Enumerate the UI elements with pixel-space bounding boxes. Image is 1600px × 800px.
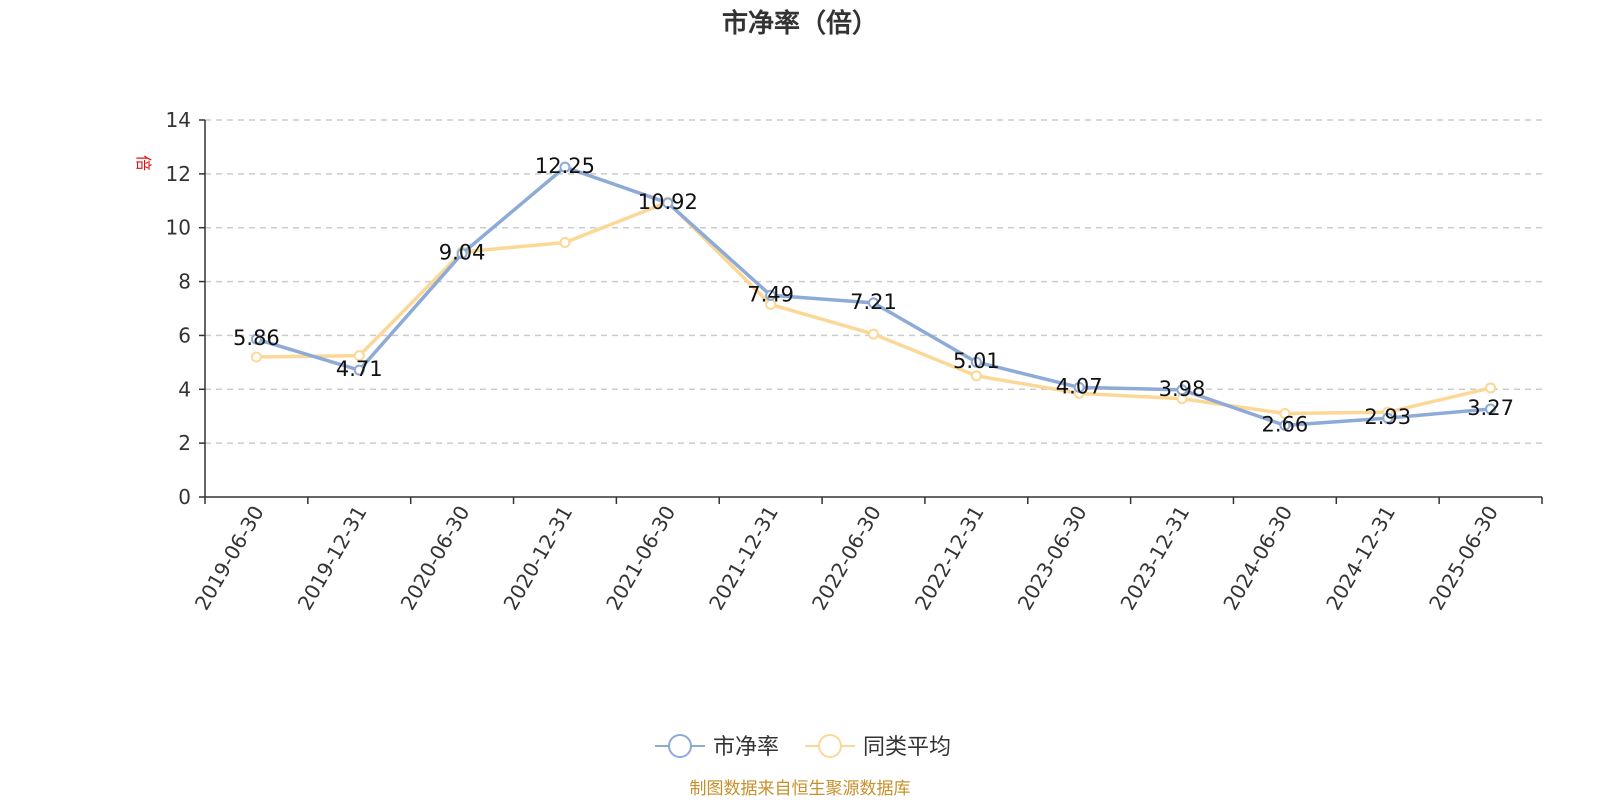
x-tick-label: 2022-12-31 (910, 502, 989, 615)
grid-lines (205, 119, 1542, 444)
y-tick-label: 0 (178, 485, 191, 509)
x-tick-label: 2024-12-31 (1321, 502, 1400, 615)
y-tick-label: 14 (166, 108, 191, 132)
data-point-pb (559, 161, 571, 173)
legend-label: 市净率 (713, 735, 779, 760)
y-axis-unit: 倍 (134, 155, 153, 171)
data-label: 2.93 (1364, 405, 1411, 429)
data-label: 9.04 (439, 241, 486, 265)
data-label: 5.86 (233, 326, 280, 350)
chart-title: 市净率（倍） (722, 8, 878, 39)
legend-label: 同类平均 (863, 735, 951, 760)
data-point-pb (1485, 403, 1497, 415)
x-tick-label: 2020-12-31 (498, 502, 577, 615)
data-point-peer-average (353, 350, 365, 362)
x-tick-label: 2022-06-30 (807, 502, 886, 615)
data-label: 7.21 (850, 290, 897, 314)
y-tick-label: 6 (178, 323, 191, 347)
data-point-peer-average (559, 237, 571, 249)
legend: 市净率 同类平均 (655, 734, 951, 760)
source-note: 制图数据来自恒生聚源数据库 (690, 779, 911, 799)
data-point-pb (1176, 384, 1188, 396)
x-tick-label: 2020-06-30 (396, 501, 475, 614)
data-label: 7.49 (747, 282, 794, 306)
data-label: 10.92 (638, 190, 698, 214)
data-point-pb (250, 333, 262, 345)
data-point-pb (1382, 412, 1394, 424)
data-point-peer-average (1485, 382, 1497, 394)
data-labels: 5.86 4.71 9.04 12.25 10.92 7.49 7.21 5.01 4.07 3.… (233, 154, 1514, 436)
data-point-peer-average (250, 351, 262, 363)
y-tick-label: 8 (178, 270, 191, 294)
data-point-pb (1073, 381, 1085, 393)
data-label: 4.07 (1056, 374, 1103, 398)
data-label: 5.01 (953, 349, 1000, 373)
data-label: 4.71 (336, 357, 383, 381)
data-point-pb (868, 297, 879, 309)
x-tick-label: 2025-06-30 (1424, 502, 1503, 615)
data-point-pb (456, 248, 468, 260)
x-tick-label: 2019-12-31 (293, 502, 372, 615)
x-tick-label: 2021-12-31 (704, 502, 783, 615)
data-point-pb (765, 289, 777, 301)
x-tick-label: 2021-06-30 (601, 502, 680, 615)
data-point-peer-average (868, 328, 879, 340)
y-tick-label: 2 (178, 431, 191, 455)
data-point-pb (662, 197, 674, 209)
x-tick-label: 2019-06-30 (190, 502, 269, 615)
data-point-pb (1279, 419, 1291, 431)
data-point-peer-average (1279, 408, 1291, 420)
x-tick-label: 2023-06-30 (1013, 502, 1092, 615)
series-lines (250, 161, 1497, 431)
data-point-pb (970, 356, 982, 368)
y-tick-label: 12 (166, 162, 191, 186)
data-point-peer-average (970, 370, 982, 382)
legend-swatch-marker (818, 734, 842, 758)
x-tick-label: 2023-12-31 (1115, 502, 1194, 615)
data-label: 12.25 (535, 154, 595, 178)
legend-swatch-marker (668, 734, 692, 758)
x-tick-label: 2024-06-30 (1218, 502, 1297, 615)
data-label: 2.66 (1262, 412, 1309, 436)
y-tick-label: 4 (178, 377, 191, 401)
data-label: 3.98 (1159, 377, 1206, 401)
data-point-pb (353, 364, 365, 376)
data-label: 3.27 (1467, 396, 1514, 420)
y-tick-label: 10 (166, 216, 191, 240)
